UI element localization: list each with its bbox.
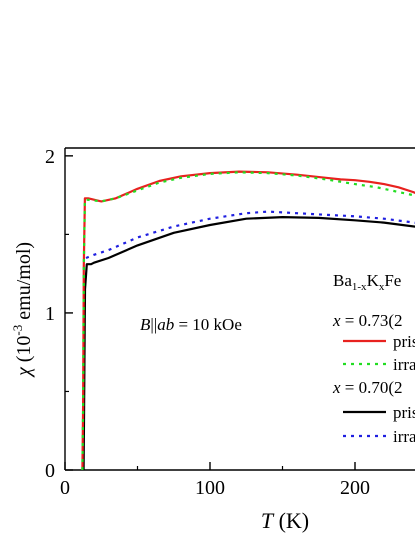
legend-series-4-name: irra [393, 427, 415, 446]
legend-group-1-value: = 0.73(2 [341, 311, 403, 330]
legend: Ba1-xKxFe x = 0.73(2 pris irra x = 0.70(… [332, 271, 415, 446]
y-tick-label: 1 [45, 303, 55, 325]
field-annotation: B||ab = 10 kOe [140, 315, 242, 334]
x-tick-label: 0 [60, 477, 70, 499]
y-tick-label: 0 [45, 460, 55, 482]
field-annotation-b: B [140, 315, 151, 334]
field-annotation-parallel: || [150, 315, 157, 334]
series-line-2 [81, 171, 415, 470]
x-axis-label-unit: (K) [273, 508, 309, 533]
x-tick-label: 200 [340, 477, 370, 499]
legend-series-3-name: pris [393, 403, 415, 422]
x-axis-label: T (K) [261, 508, 309, 533]
legend-group-2-label: x = 0.70(2 [332, 378, 403, 397]
legend-series-2-name: irra [393, 355, 415, 374]
y-axis-label-suffix: emu/mol) [13, 242, 35, 325]
legend-compound-sub2: x [379, 281, 385, 293]
series-line-1 [81, 170, 415, 470]
series-line-3 [82, 216, 415, 470]
field-annotation-value: = 10 kOe [174, 315, 242, 334]
x-tick-label: 100 [195, 477, 225, 499]
x-axis-label-var: T [261, 508, 275, 533]
legend-series-1-name: pris [393, 332, 415, 351]
legend-group-1-var: x [332, 311, 341, 330]
legend-compound-k: K [367, 271, 380, 290]
y-tick-label: 2 [45, 146, 55, 168]
y-axis-label-prefix: (10 [13, 336, 35, 368]
legend-compound: Ba1-xKxFe [333, 271, 401, 293]
legend-group-2-var: x [332, 378, 341, 397]
legend-compound-sub1: 1-x [352, 281, 367, 293]
legend-compound-fe: Fe [384, 271, 401, 290]
y-axis-label: χ (10-3 emu/mol) [10, 242, 35, 378]
y-axis-label-exponent: -3 [10, 325, 25, 336]
legend-compound-ba: Ba [333, 271, 352, 290]
y-axis-label-symbol: χ [13, 366, 35, 378]
field-annotation-ab: ab [157, 315, 174, 334]
legend-group-2-value: = 0.70(2 [341, 378, 403, 397]
legend-group-1-label: x = 0.73(2 [332, 311, 403, 330]
